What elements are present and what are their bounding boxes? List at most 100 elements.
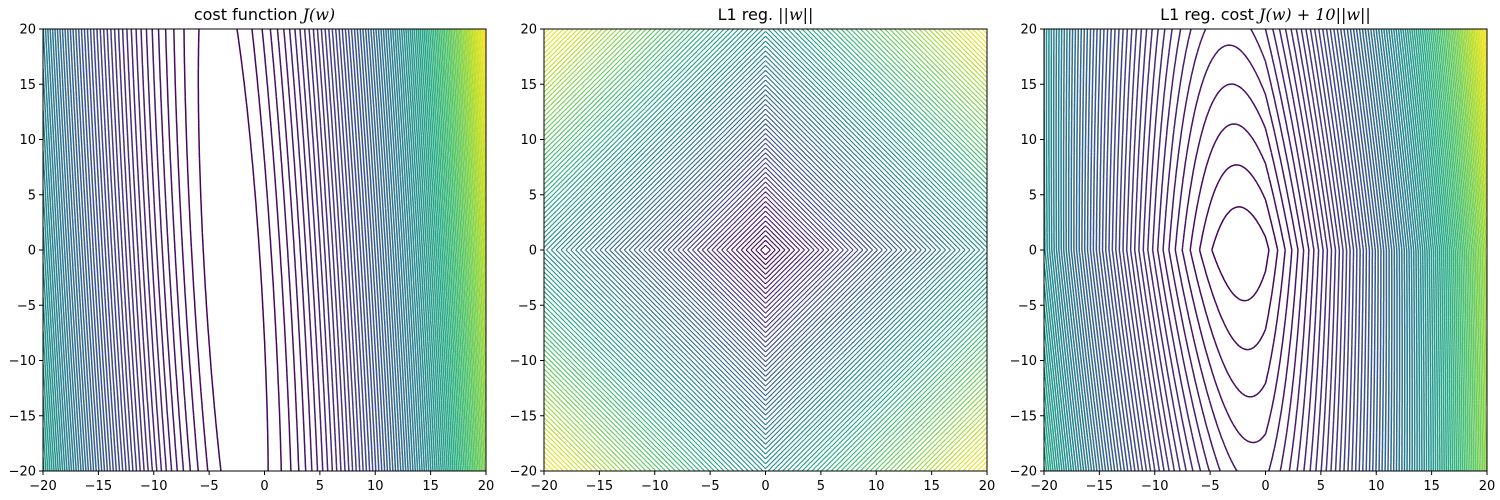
contour-level bbox=[43, 29, 444, 471]
contour-level bbox=[544, 29, 987, 471]
contour-level bbox=[1104, 29, 1365, 471]
contour-level bbox=[54, 29, 409, 471]
contour-level bbox=[1044, 29, 1428, 471]
contour-lines bbox=[1044, 29, 1487, 471]
x-tick-label: 20 bbox=[1479, 479, 1496, 494]
contour-level bbox=[1198, 164, 1279, 351]
contour-level bbox=[544, 29, 987, 471]
contour-level bbox=[1454, 29, 1482, 471]
x-tick-label: 15 bbox=[422, 479, 439, 494]
contour-level bbox=[43, 29, 442, 471]
contour-level bbox=[1044, 29, 1445, 471]
contour-level bbox=[51, 29, 412, 471]
contour-level bbox=[446, 29, 476, 471]
contour-level bbox=[43, 29, 440, 471]
contour-level bbox=[102, 29, 361, 471]
contour-level bbox=[438, 29, 467, 471]
contour-level bbox=[544, 29, 987, 471]
y-tick-label: 5 bbox=[529, 188, 537, 203]
contour-level bbox=[575, 60, 956, 440]
contour-level bbox=[1125, 29, 1344, 471]
x-tick-label: 10 bbox=[367, 479, 384, 494]
contour-level bbox=[544, 29, 987, 471]
contour-level bbox=[92, 29, 371, 471]
contour-level bbox=[1092, 29, 1377, 471]
contour-level bbox=[544, 29, 987, 471]
x-tick-label: 5 bbox=[1317, 479, 1325, 494]
contour-lines bbox=[43, 29, 486, 471]
contour-level bbox=[1168, 29, 1305, 471]
x-tick-label: −10 bbox=[140, 479, 167, 494]
contour-level bbox=[544, 29, 987, 471]
x-tick-label: 15 bbox=[923, 479, 940, 494]
contour-level bbox=[1189, 123, 1286, 398]
contour-level bbox=[113, 29, 350, 471]
contour-level bbox=[544, 29, 987, 471]
contour-level bbox=[544, 29, 987, 471]
contour-level bbox=[72, 29, 391, 471]
contour-level bbox=[1065, 29, 1403, 471]
contour-level bbox=[706, 191, 825, 309]
contour-level bbox=[157, 29, 307, 471]
contour-level bbox=[173, 29, 292, 471]
contour-level bbox=[1057, 29, 1411, 471]
panel-title: cost function J(w) bbox=[194, 5, 335, 24]
contour-level bbox=[117, 29, 346, 471]
contour-level bbox=[745, 230, 786, 270]
contour-level bbox=[1447, 29, 1475, 471]
contour-level bbox=[1138, 29, 1333, 471]
contour-level bbox=[1133, 29, 1337, 471]
contour-level bbox=[49, 29, 414, 471]
contour-level bbox=[594, 79, 937, 421]
x-tick-label: 20 bbox=[979, 479, 996, 494]
contour-level bbox=[130, 29, 334, 471]
x-tick-label: −10 bbox=[641, 479, 668, 494]
contour-level bbox=[1070, 29, 1398, 471]
y-tick-label: 20 bbox=[19, 23, 36, 38]
contour-level bbox=[1044, 29, 1432, 471]
contour-level bbox=[135, 29, 329, 471]
x-tick-label: 15 bbox=[1423, 479, 1440, 494]
contour-level bbox=[1441, 29, 1469, 471]
contour-level bbox=[43, 29, 430, 471]
y-tick-label: −10 bbox=[9, 354, 36, 369]
contour-level bbox=[452, 29, 481, 471]
contour-level bbox=[716, 201, 815, 299]
contour-level bbox=[544, 29, 987, 471]
contour-level bbox=[1067, 29, 1401, 471]
contour-level bbox=[457, 29, 486, 471]
y-tick-label: 20 bbox=[520, 23, 537, 38]
contour-level bbox=[585, 69, 946, 431]
contour-level bbox=[419, 29, 448, 471]
y-tick-label: −15 bbox=[1010, 409, 1037, 424]
contour-level bbox=[455, 29, 484, 471]
y-tick-label: 5 bbox=[1029, 188, 1037, 203]
contour-level bbox=[80, 29, 383, 471]
contour-level bbox=[1052, 29, 1416, 471]
contour-level bbox=[140, 29, 324, 471]
contour-level bbox=[110, 29, 354, 471]
contour-level bbox=[604, 89, 927, 411]
x-tick-label: −10 bbox=[1141, 479, 1168, 494]
contour-level bbox=[468, 29, 486, 295]
contour-level bbox=[1078, 29, 1390, 471]
contour-level bbox=[43, 29, 428, 471]
y-tick-label: −15 bbox=[9, 409, 36, 424]
contour-level bbox=[544, 29, 987, 471]
contour-level bbox=[1181, 83, 1293, 444]
contour-level bbox=[1111, 29, 1358, 471]
contour-level bbox=[1044, 29, 1441, 471]
contour-level bbox=[735, 220, 796, 280]
x-tick-label: −20 bbox=[530, 479, 557, 494]
y-tick-label: 10 bbox=[19, 133, 36, 148]
contour-level bbox=[121, 29, 342, 471]
contour-level bbox=[1044, 29, 1430, 471]
contour-level bbox=[43, 29, 432, 471]
contour-level bbox=[544, 29, 987, 471]
contour-level bbox=[726, 210, 805, 290]
contour-level bbox=[546, 31, 985, 469]
contour-level bbox=[1086, 29, 1382, 471]
contour-level bbox=[428, 29, 458, 471]
contour-level bbox=[427, 29, 456, 471]
contour-level bbox=[544, 29, 987, 471]
